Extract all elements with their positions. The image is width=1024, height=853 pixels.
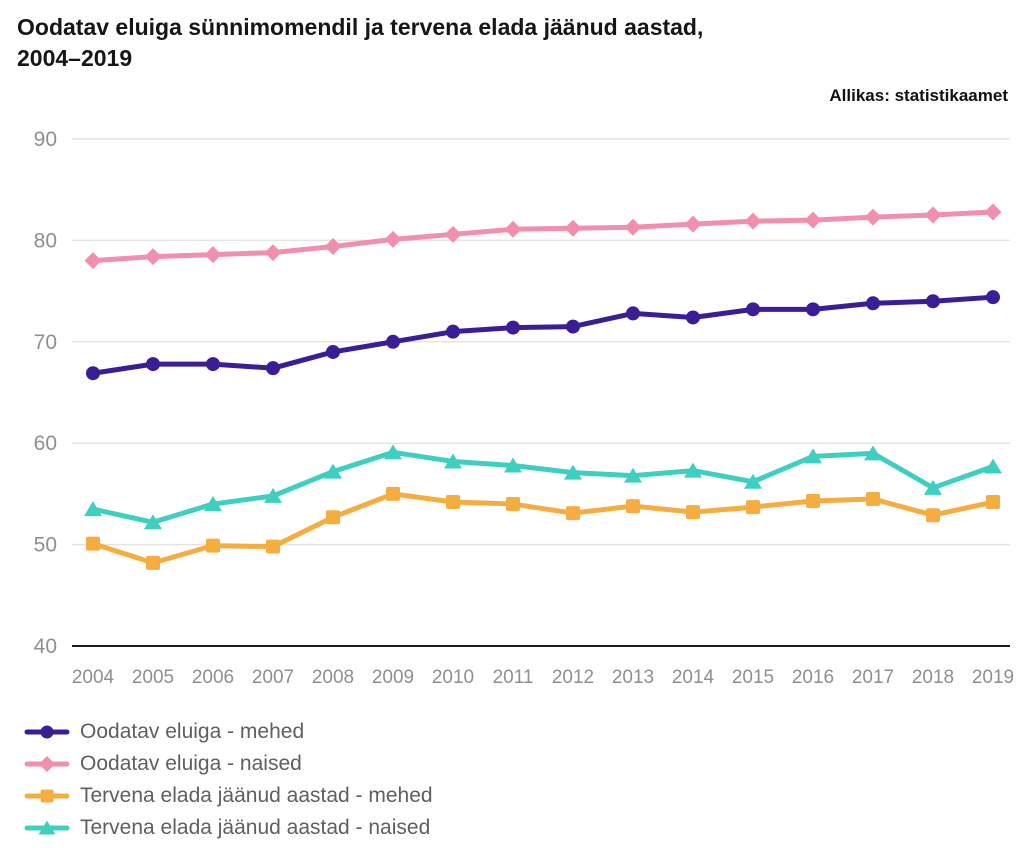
legend-item-oodatav-eluiga-mehed[interactable]: Oodatav eluiga - mehed: [24, 716, 433, 748]
svg-text:2012: 2012: [552, 667, 594, 688]
svg-text:2018: 2018: [912, 667, 954, 688]
svg-text:2007: 2007: [252, 667, 294, 688]
svg-text:2008: 2008: [312, 667, 354, 688]
svg-text:2005: 2005: [132, 667, 174, 688]
svg-text:2004: 2004: [72, 667, 115, 688]
diamond-marker-icon: [24, 756, 70, 772]
legend-label-tervena-aastad-naised: Tervena elada jäänud aastad - naised: [80, 816, 431, 839]
svg-text:80: 80: [34, 229, 57, 252]
square-marker-icon: [24, 789, 70, 803]
legend-item-tervena-aastad-mehed[interactable]: Tervena elada jäänud aastad - mehed: [24, 780, 433, 812]
svg-text:2009: 2009: [372, 667, 414, 688]
svg-text:2015: 2015: [732, 667, 774, 688]
source-label: Allikas: statistikaamet: [829, 86, 1008, 105]
svg-text:90: 90: [34, 128, 57, 151]
svg-text:2011: 2011: [493, 667, 534, 688]
circle-marker-icon: [24, 725, 70, 739]
legend-label-oodatav-eluiga-naised: Oodatav eluiga - naised: [80, 752, 302, 775]
svg-text:2006: 2006: [192, 667, 234, 688]
svg-text:2010: 2010: [432, 667, 474, 688]
legend: Oodatav eluiga - mehed Oodatav eluiga - …: [24, 716, 433, 844]
legend-item-tervena-aastad-naised[interactable]: Tervena elada jäänud aastad - naised: [24, 812, 433, 844]
chart-title: Oodatav eluiga sünnimomendil ja tervena …: [17, 14, 704, 71]
triangle-marker-icon: [24, 820, 70, 835]
svg-text:70: 70: [34, 331, 57, 354]
legend-label-oodatav-eluiga-mehed: Oodatav eluiga - mehed: [80, 720, 305, 743]
svg-text:2019: 2019: [972, 667, 1014, 688]
legend-item-oodatav-eluiga-naised[interactable]: Oodatav eluiga - naised: [24, 748, 433, 780]
svg-text:50: 50: [34, 534, 57, 557]
line-chart: 40 50 60 70 80 90 2004 2005 2006 2007 2008 2009 2010…: [34, 128, 1015, 688]
svg-text:2017: 2017: [852, 667, 894, 688]
svg-text:2016: 2016: [792, 667, 834, 688]
svg-text:2014: 2014: [672, 667, 715, 688]
legend-label-tervena-aastad-mehed: Tervena elada jäänud aastad - mehed: [80, 784, 433, 807]
svg-text:2013: 2013: [612, 667, 654, 688]
svg-text:60: 60: [34, 432, 57, 455]
svg-text:40: 40: [34, 635, 57, 658]
